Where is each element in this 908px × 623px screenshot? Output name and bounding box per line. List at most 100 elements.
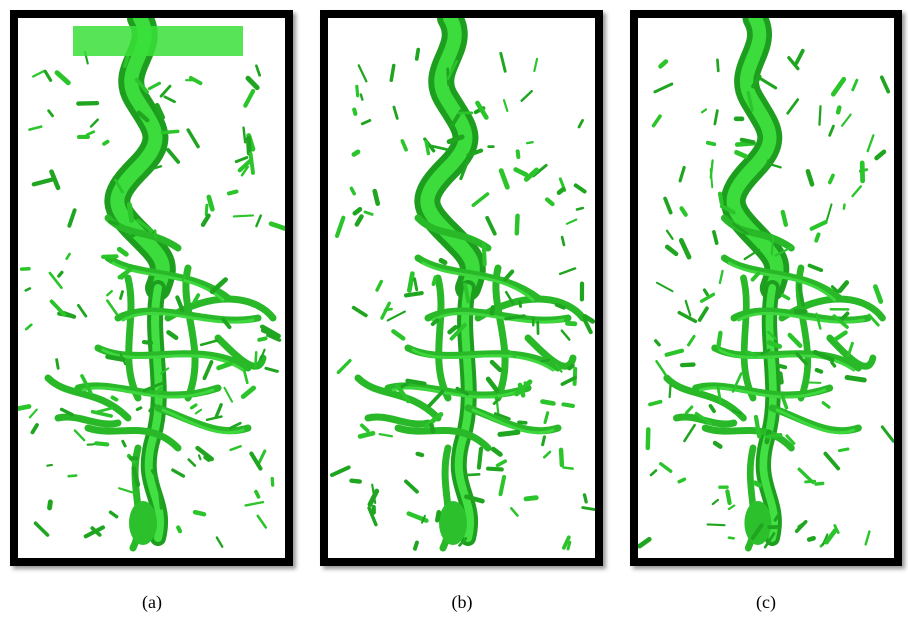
vortex-fragment	[24, 287, 32, 292]
vortex-fragment	[507, 349, 516, 358]
vortex-fragment	[471, 192, 490, 208]
vortex-fragment	[475, 100, 489, 120]
vortex-fragment	[244, 500, 265, 507]
vortex-fragment	[363, 210, 374, 216]
vortex-fragment	[158, 491, 163, 510]
vortex-fragment	[513, 167, 529, 178]
vortex-fragment	[189, 403, 198, 410]
vortex-fragment	[880, 425, 894, 443]
vortex-fragment	[259, 324, 281, 339]
vortex-fragment	[334, 215, 346, 238]
vortex-fragment	[540, 358, 550, 363]
vortex-fragment	[215, 536, 224, 548]
vortex-fragment	[582, 493, 588, 504]
vortex-fragment	[824, 528, 838, 545]
vortex-fragment	[851, 78, 859, 92]
vortex-fragment	[106, 289, 113, 297]
vortex-fragment	[495, 459, 508, 468]
vortex-fragment	[797, 283, 805, 307]
vortex-fragment	[725, 489, 732, 506]
vortex-fragment	[367, 488, 380, 507]
vortex-fragment	[663, 196, 673, 215]
vortex-fragment	[431, 275, 438, 287]
vortex-fragment	[654, 339, 661, 347]
vortex-fragment	[110, 395, 119, 402]
vortex-fragment	[582, 318, 593, 335]
vortex-fragment	[357, 430, 376, 439]
vortex-fragment	[655, 281, 674, 293]
vortex-fragment	[476, 446, 484, 470]
vortex-fragment	[786, 98, 800, 115]
vortex-fragment	[229, 421, 242, 430]
vortex-fragment	[759, 77, 778, 90]
vortex-fragment	[427, 389, 445, 408]
vortex-fragment	[814, 481, 825, 486]
panel-c	[630, 10, 902, 566]
vortex-fragment	[556, 187, 566, 195]
vortex-fragment	[812, 349, 835, 363]
vortex-fragment	[464, 494, 485, 504]
vortex-fragment	[175, 295, 185, 313]
vortex-fragment	[266, 333, 282, 342]
vortex-fragment	[136, 218, 154, 233]
vortex-fragment	[234, 156, 249, 164]
vortex-fragment	[367, 506, 378, 527]
vortex-fragment	[705, 140, 717, 147]
vortex-fragment	[485, 376, 500, 393]
vortex-fragment	[805, 168, 815, 187]
vortex-fragment	[767, 330, 777, 340]
vortex-fragment	[787, 332, 803, 349]
vortex-fragment	[846, 341, 854, 358]
vortex-fragment	[818, 105, 822, 126]
vortex-fragment	[46, 463, 53, 467]
vortex-fragment	[815, 312, 822, 330]
vortex-fragment	[795, 352, 808, 366]
vortex-fragment	[150, 165, 163, 171]
vortex-fragment	[794, 48, 805, 65]
vortex-fragment	[49, 299, 67, 317]
vortex-fragment	[864, 530, 871, 546]
vortex-fragment	[775, 363, 788, 370]
vortex-fragment	[136, 110, 150, 123]
vortex-fragment	[561, 402, 575, 408]
vortex-fragment	[423, 411, 444, 429]
vortex-fragment	[205, 415, 223, 422]
vortex-fragment	[764, 159, 770, 170]
vortex-fragment	[544, 197, 555, 207]
panel-label: (b)	[451, 592, 473, 612]
vortex-image	[638, 18, 894, 558]
vortex-fragment	[209, 277, 228, 295]
vortex-fragment	[566, 540, 572, 551]
vortex-fragment	[734, 149, 748, 159]
vortex-fragment	[48, 271, 63, 290]
vortex-fragment	[395, 383, 411, 404]
vortex-fragment	[866, 134, 875, 153]
vortex-fragment	[780, 293, 791, 301]
vortex-fragment	[677, 477, 687, 484]
vortex-fragment	[465, 473, 481, 477]
vortex-fragment	[694, 411, 712, 425]
vortex-fragment	[716, 385, 723, 405]
vortex-fragment	[766, 340, 783, 349]
vortex-fragment	[245, 135, 252, 156]
vortex-fragment	[188, 75, 203, 86]
vortex-fragment	[47, 499, 53, 511]
vortex-fragment	[731, 372, 743, 393]
vortex-fragment	[718, 269, 724, 285]
vortex-fragment	[202, 360, 214, 381]
vortex-fragment	[59, 407, 74, 417]
vortex-fragment	[542, 450, 552, 459]
vortex-fragment	[840, 113, 852, 127]
vortex-fragment	[330, 465, 351, 478]
vortex-fragment	[565, 218, 578, 225]
vortex-fragment	[851, 185, 863, 198]
vortex-fragment	[540, 399, 556, 406]
vortex-fragment	[359, 93, 364, 101]
vortex-fragment	[739, 137, 756, 145]
vortex-fragment	[658, 59, 669, 69]
vortex-fragment	[809, 219, 828, 231]
vortex-fragment	[581, 506, 595, 511]
vortex-fragment	[489, 305, 496, 316]
vortex-fragment	[147, 81, 162, 91]
vortex-fragment	[105, 354, 126, 362]
